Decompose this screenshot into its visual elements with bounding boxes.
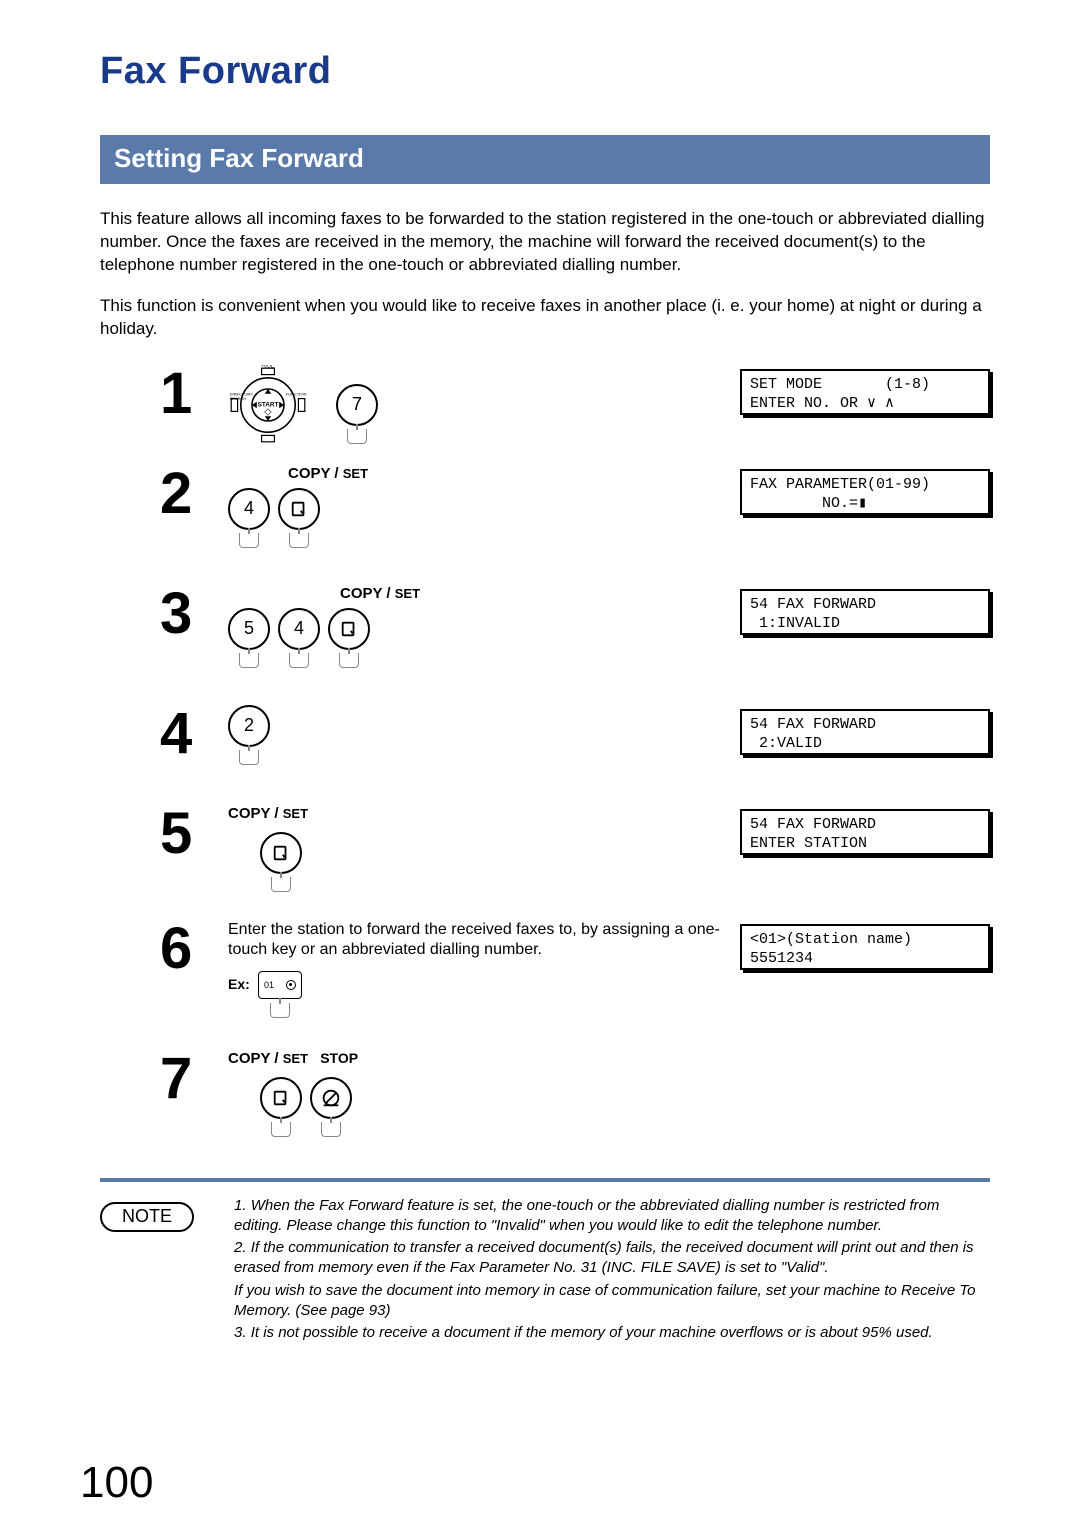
- divider: [100, 1178, 990, 1182]
- copy-set-label: COPY / SET: [340, 585, 420, 602]
- lcd-display: 54 FAX FORWARD 1:INVALID: [740, 589, 990, 635]
- step-6: 6 Enter the station to forward the recei…: [100, 914, 990, 1044]
- key-7: 7: [336, 384, 378, 426]
- step-number: 7: [160, 1050, 220, 1108]
- note-section: NOTE 1. When the Fax Forward feature is …: [100, 1196, 990, 1346]
- lcd-display: 54 FAX FORWARD 2:VALID: [740, 709, 990, 755]
- svg-text:◇: ◇: [264, 406, 272, 417]
- note-item: 1. When the Fax Forward feature is set, …: [234, 1196, 990, 1237]
- note-item: 2. If the communication to transfer a re…: [234, 1238, 990, 1279]
- set-key-icon: [328, 608, 370, 650]
- svg-text:SEARCH: SEARCH: [230, 396, 247, 401]
- step-number: 2: [160, 465, 220, 523]
- lcd-display: SET MODE (1-8) ENTER NO. OR ∨ ∧: [740, 369, 990, 415]
- note-item: 3. It is not possible to receive a docum…: [234, 1323, 990, 1343]
- onetouch-key-icon: 01: [258, 971, 302, 999]
- key-4: 4: [278, 608, 320, 650]
- step-4: 4 2 54 FAX FORWARD 2:VALID: [100, 699, 990, 799]
- step-number: 4: [160, 705, 220, 763]
- note-badge: NOTE: [100, 1202, 194, 1232]
- intro-paragraph-1: This feature allows all incoming faxes t…: [100, 208, 990, 277]
- step-instruction: Enter the station to forward the receive…: [228, 920, 730, 962]
- svg-text:FUNCTION: FUNCTION: [286, 391, 307, 396]
- copy-set-label: COPY / SET: [228, 1050, 308, 1067]
- intro-paragraph-2: This function is convenient when you wou…: [100, 295, 990, 341]
- copy-set-label: COPY / SET: [288, 465, 368, 482]
- copy-set-label: COPY / SET: [228, 805, 308, 822]
- key-4: 4: [228, 488, 270, 530]
- section-heading: Setting Fax Forward: [100, 135, 990, 184]
- lcd-display: 54 FAX FORWARD ENTER STATION: [740, 809, 990, 855]
- step-5: 5 COPY / SET 54 FAX FORWARD ENTER STATIO…: [100, 799, 990, 914]
- set-key-icon: [260, 832, 302, 874]
- set-key-icon: [260, 1077, 302, 1119]
- note-item: If you wish to save the document into me…: [234, 1281, 990, 1322]
- step-3: 3 COPY / SET 5 4 54 FAX FORWARD 1:INVALI…: [100, 579, 990, 699]
- example-label: Ex:: [228, 976, 250, 992]
- lcd-display: FAX PARAMETER(01-99) NO.=▮: [740, 469, 990, 515]
- step-number: 3: [160, 585, 220, 643]
- stop-label: STOP: [320, 1050, 358, 1066]
- key-2: 2: [228, 705, 270, 747]
- note-body: 1. When the Fax Forward feature is set, …: [234, 1196, 990, 1346]
- step-1: 1 START ◇ +VOL. FUNCTION: [100, 359, 990, 459]
- page-title: Fax Forward: [100, 50, 990, 93]
- stop-key-icon: [310, 1077, 352, 1119]
- page-number: 100: [80, 1458, 153, 1508]
- key-5: 5: [228, 608, 270, 650]
- step-2: 2 COPY / SET 4 FAX PARAMETER(01-99) NO.=…: [100, 459, 990, 579]
- svg-text:+VOL.: +VOL.: [261, 365, 275, 369]
- lcd-display: <01>(Station name) 5551234: [740, 924, 990, 970]
- step-7: 7 COPY / SET STOP: [100, 1044, 990, 1154]
- set-key-icon: [278, 488, 320, 530]
- step-number: 1: [160, 365, 220, 423]
- steps-list: 1 START ◇ +VOL. FUNCTION: [100, 359, 990, 1154]
- step-number: 5: [160, 805, 220, 863]
- step-number: 6: [160, 920, 220, 978]
- function-dial-icon: START ◇ +VOL. FUNCTION DIRECTORY SEARCH: [228, 365, 308, 445]
